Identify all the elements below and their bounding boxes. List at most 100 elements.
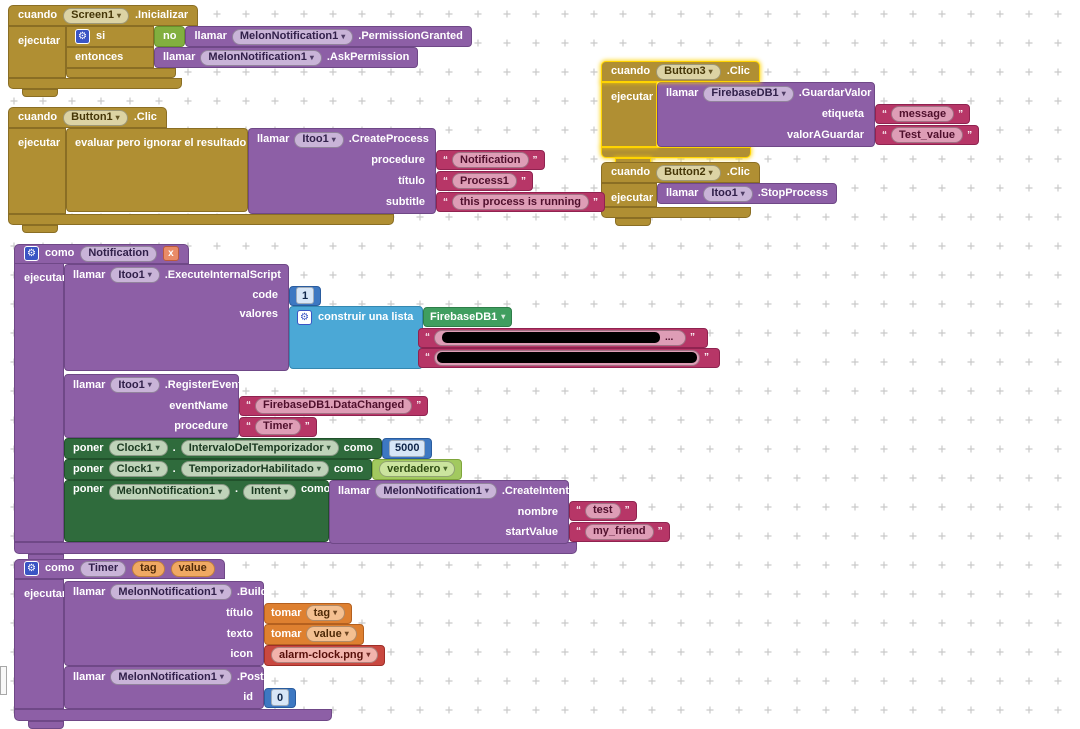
block-call-createintent[interactable]: llamar MelonNotification1 ▾ .CreateInten…: [329, 479, 670, 544]
text-field[interactable]: FirebaseDB1.DataChanged: [255, 397, 413, 414]
block-text-notification[interactable]: “ Notification ”: [436, 150, 545, 170]
quote-icon: “: [246, 421, 251, 432]
property-dropdown-enabled[interactable]: TemporizadorHabilitado ▾: [180, 461, 329, 477]
component-dropdown-melonnotification1[interactable]: MelonNotification1 ▾: [200, 49, 322, 66]
block-component-firebasedb1[interactable]: FirebaseDB1 ▾: [423, 306, 513, 327]
block-text-redacted-1[interactable]: “ ... ”: [418, 327, 708, 348]
delete-badge-icon[interactable]: x: [162, 246, 179, 261]
block-logic-not[interactable]: no: [154, 26, 186, 47]
mutator-gear-icon[interactable]: ⚙: [297, 309, 312, 325]
mutator-gear-icon[interactable]: ⚙: [24, 561, 39, 576]
text-field[interactable]: Test_value: [891, 127, 964, 143]
asset-name: alarm-clock.png: [279, 648, 364, 661]
block-call-registerevent[interactable]: llamar Itoo1 ▾ .RegisterEvent eventName …: [64, 373, 429, 438]
procedure-name-field[interactable]: Timer: [80, 560, 127, 577]
block-make-a-list[interactable]: ⚙ construir una lista FirebaseDB1 ▾: [289, 305, 720, 369]
block-text-subtitle[interactable]: “ this process is running ”: [436, 192, 606, 212]
number-field[interactable]: 5000: [388, 439, 426, 457]
block-call-build[interactable]: llamar MelonNotification1 ▾ .Build títul…: [64, 580, 386, 666]
block-number-0[interactable]: 0: [264, 687, 297, 708]
asset-dropdown-field[interactable]: alarm-clock.png ▾: [271, 647, 379, 663]
component-dropdown-itoo1[interactable]: Itoo1 ▾: [294, 131, 344, 148]
block-if[interactable]: ⚙ si no llamar MelonNotification1 ▾: [66, 26, 472, 78]
component-dropdown-clock1[interactable]: Clock1 ▾: [108, 461, 168, 477]
block-procedure-notification[interactable]: ⚙ como Notification x ejecutar llamar It…: [14, 243, 720, 562]
text-field[interactable]: test: [585, 502, 621, 519]
component-dropdown-clock1[interactable]: Clock1 ▾: [108, 440, 168, 456]
text-field-redacted[interactable]: [434, 349, 700, 366]
quote-icon: ”: [304, 421, 310, 432]
property-dropdown-interval[interactable]: IntervaloDelTemporizador ▾: [180, 440, 339, 456]
component-dropdown-itoo1[interactable]: Itoo1 ▾: [110, 267, 160, 283]
mutator-gear-icon[interactable]: ⚙: [75, 29, 90, 44]
block-when-button1-click[interactable]: cuando Button1 ▾ .Clic ejecutar evaluar …: [8, 107, 606, 233]
block-call-stopprocess[interactable]: llamar Itoo1 ▾ .StopProcess: [657, 183, 838, 204]
block-when-button3-click[interactable]: cuando Button3 ▾ .Clic ejecutar llamar F…: [601, 61, 980, 166]
block-text-process1[interactable]: “ Process1 ”: [436, 171, 533, 191]
property-dropdown-intent[interactable]: Intent ▾: [243, 483, 296, 500]
block-when-screen1-initialize[interactable]: cuando Screen1 ▾ .Inicializar ejecutar ⚙…: [8, 5, 472, 97]
component-dropdown-button3[interactable]: Button3 ▾: [656, 63, 721, 80]
block-procedure-timer[interactable]: ⚙ como Timer tag value ejecutar llamar M…: [14, 558, 386, 729]
block-number-5000[interactable]: 5000: [381, 437, 433, 459]
component-dropdown-button1[interactable]: Button1 ▾: [63, 109, 128, 126]
number-field[interactable]: 1: [296, 287, 315, 304]
keyword-como: como: [333, 462, 364, 475]
block-call-permissiongranted[interactable]: llamar MelonNotification1 ▾ .PermissionG…: [185, 26, 472, 47]
quote-icon: ”: [416, 400, 422, 411]
text-field[interactable]: message: [891, 106, 955, 122]
block-text-timer[interactable]: “ Timer ”: [239, 416, 317, 437]
component-dropdown-melonnotification1[interactable]: MelonNotification1 ▾: [110, 584, 232, 600]
block-text-redacted-2[interactable]: “ ”: [418, 347, 720, 368]
component-dropdown-button2[interactable]: Button2 ▾: [656, 164, 721, 181]
number-field[interactable]: 0: [271, 689, 290, 706]
block-asset-dropdown[interactable]: alarm-clock.png ▾: [264, 644, 386, 666]
keyword-llamar: llamar: [73, 670, 106, 683]
param-name: etiqueta: [821, 108, 864, 120]
block-text-datachanged[interactable]: “ FirebaseDB1.DataChanged ”: [239, 395, 429, 416]
param-chip-tag[interactable]: tag: [132, 560, 165, 577]
component-dropdown-itoo1[interactable]: Itoo1 ▾: [703, 185, 753, 202]
text-field[interactable]: my_friend: [585, 523, 654, 540]
text-field-redacted[interactable]: ...: [434, 329, 686, 346]
block-call-createprocess[interactable]: llamar Itoo1 ▾ .CreateProcess procedure: [248, 128, 606, 214]
component-dropdown-melonnotification1[interactable]: MelonNotification1 ▾: [110, 669, 232, 685]
mutator-gear-icon[interactable]: ⚙: [24, 246, 39, 261]
procedure-name-field[interactable]: Notification: [80, 245, 157, 262]
variable-dropdown[interactable]: tag ▾: [305, 605, 346, 621]
component-dropdown-itoo1[interactable]: Itoo1 ▾: [110, 377, 160, 393]
block-set-timer-enabled[interactable]: poner Clock1 ▾ . TemporizadorHabilitado …: [64, 458, 463, 480]
component-dropdown-melonnotification1[interactable]: MelonNotification1 ▾: [375, 483, 497, 499]
block-text-myfriend[interactable]: “ my_friend ”: [569, 521, 670, 542]
component-dropdown-firebasedb1[interactable]: FirebaseDB1 ▾: [703, 85, 794, 102]
block-set-intent[interactable]: poner MelonNotification1 ▾ . Intent ▾ co…: [64, 479, 670, 544]
component-dropdown-melonnotification1[interactable]: MelonNotification1 ▾: [231, 28, 354, 45]
block-call-askpermission[interactable]: llamar MelonNotification1 ▾ .AskPermissi…: [154, 47, 419, 68]
block-call-post[interactable]: llamar MelonNotification1 ▾ .Post id 0: [64, 665, 297, 709]
block-evaluate-ignore[interactable]: evaluar pero ignorar el resultado: [66, 128, 248, 212]
variable-dropdown[interactable]: value ▾: [305, 626, 357, 642]
text-field[interactable]: this process is running: [452, 194, 590, 210]
text-field[interactable]: Process1: [452, 173, 517, 189]
block-when-button2-click[interactable]: cuando Button2 ▾ .Clic ejecutar llamar I…: [601, 162, 838, 226]
block-text-test[interactable]: “ test ”: [569, 500, 637, 521]
chevron-down-icon: ▾: [316, 464, 321, 473]
block-get-tag[interactable]: tomar tag ▾: [264, 602, 353, 624]
block-set-timer-interval[interactable]: poner Clock1 ▾ . IntervaloDelTemporizado…: [64, 437, 433, 459]
logic-dropdown[interactable]: verdadero ▾: [379, 461, 456, 477]
block-call-executeinternalscript[interactable]: llamar Itoo1 ▾ .ExecuteInternalScript co…: [64, 263, 720, 371]
component-dropdown-melonnotification1[interactable]: MelonNotification1 ▾: [108, 483, 230, 500]
block-text-testvalue[interactable]: “ Test_value ”: [875, 125, 980, 145]
block-text-message[interactable]: “ message ”: [875, 104, 971, 124]
component-dropdown-screen1[interactable]: Screen1 ▾: [63, 7, 129, 24]
block-number-1[interactable]: 1: [289, 285, 322, 306]
block-logic-true[interactable]: verdadero ▾: [372, 458, 463, 480]
param-chip-value[interactable]: value: [170, 560, 215, 577]
text-field[interactable]: Notification: [452, 152, 529, 168]
block-get-value[interactable]: tomar value ▾: [264, 623, 364, 645]
quote-icon: “: [443, 196, 448, 208]
block-call-guardarvalor[interactable]: llamar FirebaseDB1 ▾ .GuardarValor etiqu…: [657, 82, 980, 147]
text-field[interactable]: Timer: [255, 418, 301, 435]
param-name: icon: [230, 648, 253, 660]
